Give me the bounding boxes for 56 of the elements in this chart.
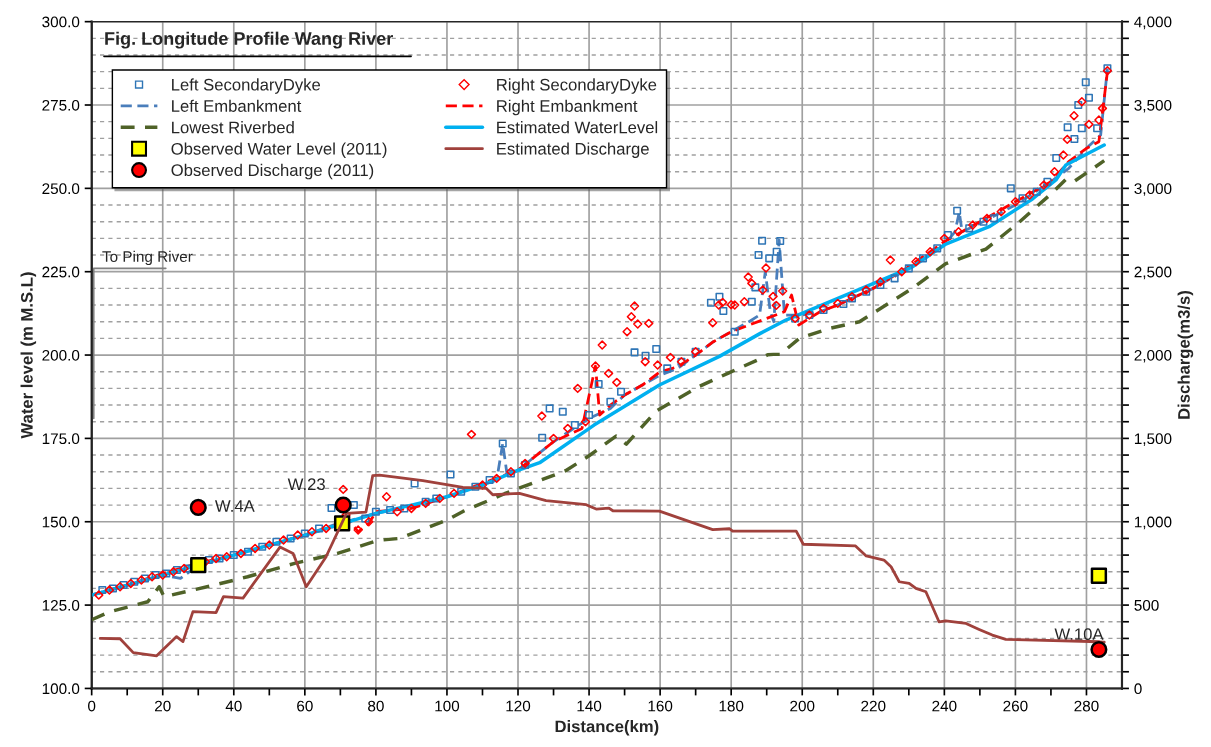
annotation: W.10A xyxy=(1054,628,1104,641)
x-tick-label: 80 xyxy=(368,700,384,712)
y2-tick-label: 500 xyxy=(1134,599,1159,611)
legend-label: Observed Water Level (2011) xyxy=(171,142,387,158)
y2-tick-label: 4,000 xyxy=(1134,16,1172,30)
legend-label: Right SecondaryDyke xyxy=(497,78,657,94)
x-tick-label: 100 xyxy=(435,700,460,712)
y-tick-label: 250.0 xyxy=(42,183,80,195)
x-tick-label: 160 xyxy=(648,700,673,712)
y-tick-label: 275.0 xyxy=(42,99,80,111)
line-series xyxy=(98,473,1106,658)
x-tick-label: 240 xyxy=(932,700,957,712)
x-tick-label: 140 xyxy=(577,700,602,712)
y-tick-label: 225.0 xyxy=(42,266,80,278)
y2-tick-label: 3,500 xyxy=(1134,99,1172,113)
point xyxy=(334,496,352,514)
point xyxy=(1090,640,1108,658)
x-tick-label: 180 xyxy=(719,700,744,712)
y2-tick-label: 1,500 xyxy=(1134,433,1172,446)
legend-label: Left SecondaryDyke xyxy=(172,78,321,94)
x-tick-label: 0 xyxy=(88,700,96,712)
y-tick-label: 175.0 xyxy=(42,433,80,445)
x-tick-label: 220 xyxy=(861,700,886,712)
y2-tick-label: 0 xyxy=(1134,683,1142,695)
point xyxy=(190,556,207,574)
y-tick-label: 200.0 xyxy=(42,349,80,361)
y-tick-label: 100.0 xyxy=(42,683,80,695)
y2-tick-label: 3,000 xyxy=(1134,183,1172,196)
y2-tick-label: 2,500 xyxy=(1134,266,1172,280)
x-tick-label: 260 xyxy=(1003,700,1028,712)
text: Fig. Longitude Profile Wang River xyxy=(105,31,393,49)
annotation: W.23 xyxy=(287,478,325,491)
y2-tick-label: 2,000 xyxy=(1134,349,1172,363)
y-tick-label: 300.0 xyxy=(42,16,80,28)
annotation: W.4A xyxy=(215,500,255,512)
y2-axis-title: Discharge(m3/s) xyxy=(1177,291,1194,419)
legend-label: Left Embankment xyxy=(172,99,302,112)
y-axis-title: Water level (m M.S.L) xyxy=(20,272,37,439)
point xyxy=(1090,567,1108,584)
x-tick-label: 120 xyxy=(506,700,531,712)
x-axis-title: Distance(km) xyxy=(555,720,659,736)
legend-label: Lowest Riverbed xyxy=(172,121,294,134)
x-tick-label: 20 xyxy=(155,700,171,712)
x-tick-label: 280 xyxy=(1074,700,1099,712)
y-tick-label: 150.0 xyxy=(42,516,80,528)
x-tick-label: 60 xyxy=(297,700,313,712)
x-tick-label: 200 xyxy=(790,700,815,712)
legend-label: Estimated Discharge xyxy=(497,142,649,158)
annotation: To Ping River xyxy=(102,250,193,266)
x-tick-label: 40 xyxy=(225,700,242,712)
legend-label: Observed Discharge (2011) xyxy=(171,163,374,180)
y2-tick-label: 1,000 xyxy=(1134,516,1172,530)
point xyxy=(189,498,207,516)
y-tick-label: 125.0 xyxy=(42,599,80,611)
legend-label: Right Embankment xyxy=(497,99,638,116)
legend-label: Estimated WaterLevel xyxy=(497,121,658,134)
